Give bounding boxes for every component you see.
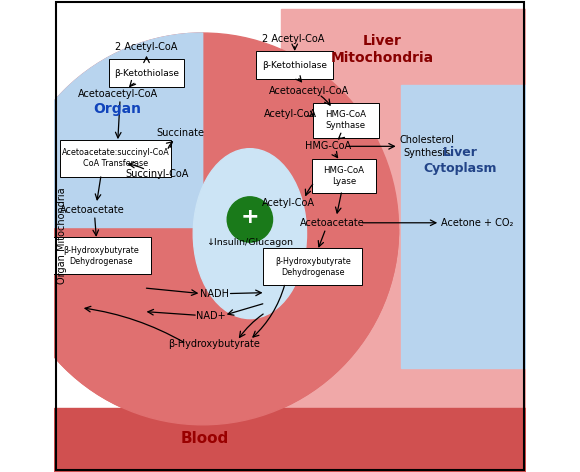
Text: Succinyl-CoA: Succinyl-CoA (125, 169, 188, 179)
FancyBboxPatch shape (60, 140, 171, 177)
Text: NADH: NADH (200, 288, 229, 299)
Circle shape (227, 197, 273, 242)
FancyBboxPatch shape (312, 159, 376, 193)
Text: Liver
Cytoplasm: Liver Cytoplasm (423, 146, 496, 175)
FancyBboxPatch shape (52, 237, 151, 274)
Text: 2 Acetyl-CoA: 2 Acetyl-CoA (115, 42, 177, 52)
Text: Acetoacetate: Acetoacetate (60, 205, 125, 215)
Bar (54, 408, 526, 472)
FancyBboxPatch shape (256, 51, 333, 79)
Text: Acetoacetyl-CoA: Acetoacetyl-CoA (269, 85, 349, 96)
Text: Acetone + CO₂: Acetone + CO₂ (441, 218, 513, 228)
Text: 2 Acetyl-CoA: 2 Acetyl-CoA (262, 34, 324, 44)
FancyBboxPatch shape (313, 103, 379, 138)
Wedge shape (7, 33, 202, 229)
Text: HMG-CoA
Lyase: HMG-CoA Lyase (323, 166, 364, 185)
Text: β-Hydroxybutyrate: β-Hydroxybutyrate (169, 338, 260, 349)
Text: β-Ketothiolase: β-Ketothiolase (114, 68, 179, 78)
Text: β-Hydroxybutyrate
Dehydrogenase: β-Hydroxybutyrate Dehydrogenase (63, 246, 139, 266)
Text: Liver
Mitochondria: Liver Mitochondria (331, 34, 434, 65)
Text: β-Hydroxybutyrate
Dehydrogenase: β-Hydroxybutyrate Dehydrogenase (275, 257, 350, 277)
Wedge shape (7, 229, 398, 425)
Text: Acetyl-CoA: Acetyl-CoA (263, 109, 317, 119)
Text: HMG-CoA
Synthase: HMG-CoA Synthase (325, 110, 366, 130)
Text: Acetyl-CoA: Acetyl-CoA (262, 198, 315, 208)
Text: Blood: Blood (181, 430, 229, 446)
Circle shape (7, 33, 398, 425)
Text: +: + (241, 207, 259, 227)
Bar (401, 85, 526, 368)
Text: Acetoacetate: Acetoacetate (300, 218, 365, 228)
Text: Cholesterol
Synthesis: Cholesterol Synthesis (400, 135, 454, 158)
Text: HMG-CoA: HMG-CoA (304, 141, 351, 152)
Text: Succinate: Succinate (157, 128, 205, 138)
Text: Organ: Organ (94, 101, 142, 116)
Text: Acetoacetate:succinyl-CoA
CoA Transferase: Acetoacetate:succinyl-CoA CoA Transferas… (61, 148, 169, 168)
Ellipse shape (193, 149, 306, 319)
Text: Acetoacetyl-CoA: Acetoacetyl-CoA (78, 89, 158, 100)
Text: Organ Mitochondria: Organ Mitochondria (57, 188, 67, 284)
Text: NAD+: NAD+ (196, 311, 226, 321)
Bar (281, 9, 526, 463)
FancyBboxPatch shape (263, 248, 362, 285)
Text: β-Ketothiolase: β-Ketothiolase (262, 60, 327, 70)
Text: ↓Insulin/Glucagon: ↓Insulin/Glucagon (206, 237, 293, 247)
FancyBboxPatch shape (109, 59, 184, 87)
